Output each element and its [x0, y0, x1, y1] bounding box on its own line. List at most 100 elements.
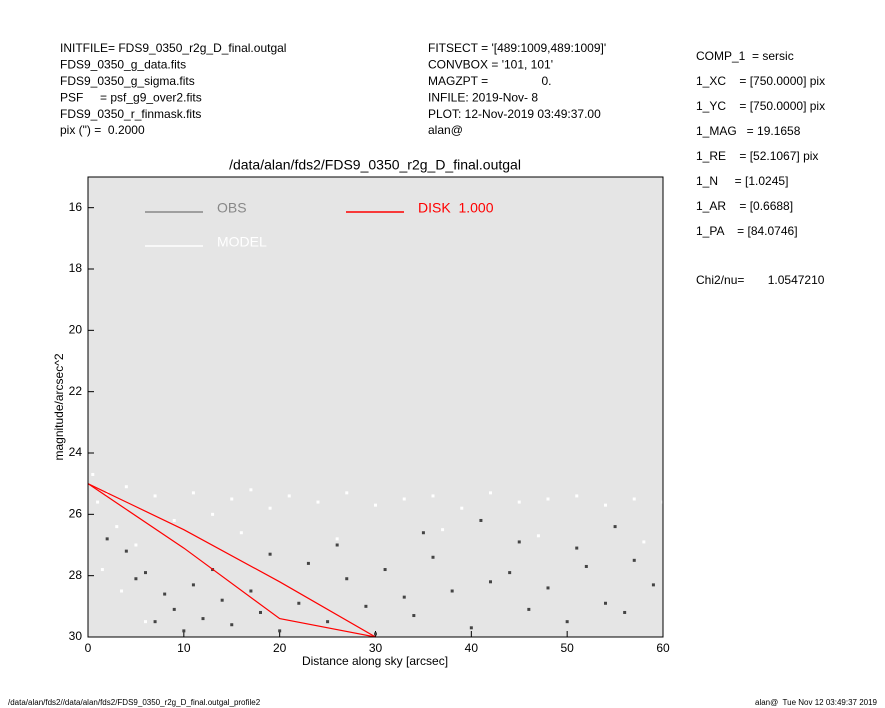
point	[191, 491, 195, 495]
chi2: Chi2/nu= 1.0547210	[696, 273, 825, 287]
point	[326, 620, 330, 624]
header-line: alan@	[428, 123, 463, 137]
y-tick-label: 24	[69, 445, 83, 459]
plot-frame	[87, 176, 664, 638]
point	[287, 494, 291, 498]
point	[115, 525, 119, 529]
point	[489, 580, 492, 584]
point	[469, 626, 473, 630]
header-line: CONVBOX = '101, 101'	[428, 58, 553, 72]
point	[124, 549, 128, 553]
header-line: INFILE: 2019-Nov- 8	[428, 90, 538, 104]
point	[517, 540, 521, 544]
point	[527, 607, 531, 611]
footer-left: /data/alan/fds2//data/alan/fds2/FDS9_035…	[8, 698, 261, 707]
point	[489, 491, 492, 495]
header-line: pix (") = 0.2000	[60, 123, 145, 137]
point	[364, 604, 368, 608]
point	[431, 494, 435, 498]
y-tick-label: 26	[69, 507, 83, 521]
point	[374, 503, 377, 507]
param-line: 1_RE = [52.1067] pix	[696, 149, 818, 163]
point	[249, 488, 253, 492]
y-axis-label: magnitude/arcsec^2	[52, 353, 66, 460]
point	[508, 571, 512, 575]
point	[536, 534, 540, 538]
point	[335, 537, 339, 541]
x-tick-label: 30	[369, 641, 383, 655]
point	[259, 610, 262, 614]
point	[105, 537, 109, 541]
point	[144, 571, 147, 575]
point	[96, 500, 100, 504]
x-tick-label: 20	[273, 641, 287, 655]
disk-upper	[87, 483, 376, 638]
point	[172, 607, 176, 611]
point	[546, 497, 550, 501]
point	[144, 620, 147, 624]
x-axis-label: Distance along sky [arcsec]	[302, 654, 448, 668]
footer-right: alan@ Tue Nov 12 03:49:37 2019	[755, 698, 878, 707]
legend-label: OBS	[217, 200, 247, 216]
y-tick-label: 20	[69, 323, 83, 337]
point	[575, 546, 579, 550]
point	[134, 543, 138, 547]
point	[421, 531, 425, 535]
point	[584, 564, 588, 568]
point	[460, 506, 464, 510]
point	[220, 598, 224, 602]
header-line: FDS9_0350_g_sigma.fits	[60, 74, 195, 88]
y-tick-label: 18	[69, 261, 83, 275]
header-line: PLOT: 12-Nov-2019 03:49:37.00	[428, 107, 601, 121]
point	[402, 497, 406, 501]
point	[211, 512, 215, 516]
x-tick-label: 10	[177, 641, 191, 655]
point	[335, 543, 339, 547]
x-tick-label: 0	[85, 641, 92, 655]
point	[450, 589, 454, 593]
point	[412, 614, 416, 618]
header-line: FDS9_0350_r_finmask.fits	[60, 107, 201, 121]
x-tick-label: 50	[560, 641, 574, 655]
point	[201, 617, 205, 621]
header-line: INITFILE= FDS9_0350_r2g_D_final.outgal	[60, 41, 286, 55]
point	[651, 583, 655, 587]
param-line: 1_MAG = 19.1658	[696, 124, 801, 138]
legend-label: MODEL	[217, 234, 267, 250]
header-line: PSF = psf_g9_over2.fits	[60, 90, 202, 104]
point	[249, 589, 253, 593]
y-tick-label: 16	[69, 200, 83, 214]
point	[345, 577, 349, 581]
header-line: FITSECT = '[489:1009,489:1009]'	[428, 41, 606, 55]
plot-area	[88, 177, 663, 637]
param-line: 1_YC = [750.0000] pix	[696, 99, 825, 113]
header-line: FDS9_0350_g_data.fits	[60, 58, 186, 72]
point	[604, 503, 607, 507]
point	[604, 601, 607, 605]
point	[441, 528, 445, 532]
point	[565, 620, 569, 624]
point	[153, 494, 157, 498]
point	[297, 601, 301, 605]
param-line: 1_AR = [0.6688]	[696, 199, 793, 213]
param-line: 1_XC = [750.0000] pix	[696, 74, 825, 88]
x-tick-label: 60	[656, 641, 670, 655]
point	[100, 568, 104, 572]
param-line: 1_PA = [84.0746]	[696, 224, 798, 238]
point	[91, 472, 95, 476]
point	[623, 610, 627, 614]
y-tick-label: 28	[69, 568, 83, 582]
param-line: 1_N = [1.0245]	[696, 174, 788, 188]
y-tick-label: 22	[69, 384, 83, 398]
point	[268, 552, 272, 556]
point	[306, 561, 310, 565]
x-tick-label: 40	[465, 641, 479, 655]
point	[575, 494, 579, 498]
point	[172, 518, 176, 522]
point	[345, 491, 349, 495]
point	[479, 518, 483, 522]
point	[134, 577, 138, 581]
point	[613, 525, 617, 529]
chart-title: /data/alan/fds2/FDS9_0350_r2g_D_final.ou…	[229, 157, 521, 173]
